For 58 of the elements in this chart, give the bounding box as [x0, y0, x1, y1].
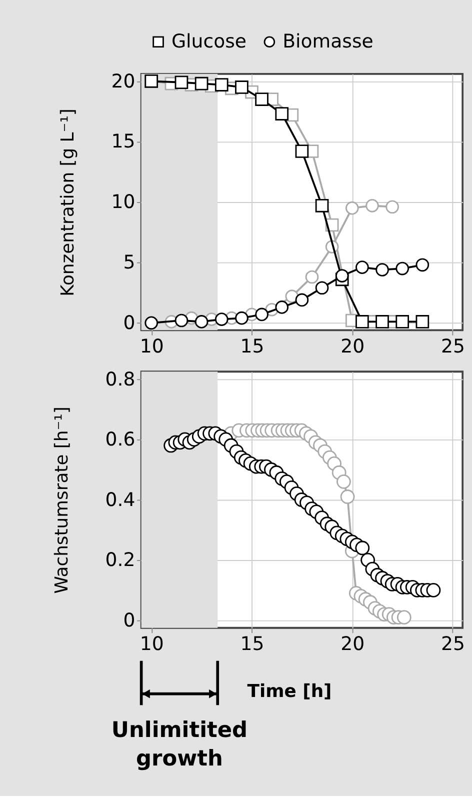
point	[295, 293, 309, 307]
x-tick-label: 25	[441, 634, 465, 656]
legend-label: Glucose	[171, 32, 246, 53]
point	[255, 308, 268, 322]
point	[305, 270, 319, 284]
point	[235, 80, 248, 94]
x-axis-title: Time [h]	[247, 681, 332, 702]
point	[386, 200, 399, 214]
y-tick-label: 5	[123, 252, 136, 274]
x-tick-label: 15	[240, 336, 264, 358]
x-tick-label: 10	[140, 336, 164, 358]
point	[355, 540, 370, 556]
point	[340, 490, 355, 504]
x-tick-label: 15	[240, 634, 264, 656]
point	[416, 258, 430, 272]
point	[376, 263, 389, 276]
point	[235, 311, 248, 325]
point	[174, 314, 188, 328]
y-tick-label: 0	[123, 610, 136, 632]
point	[214, 78, 228, 92]
point	[396, 610, 412, 625]
x-tick-label: 10	[140, 634, 164, 656]
y-tick-label: 20	[111, 71, 136, 92]
y-tick-label: 10	[111, 192, 136, 214]
y-tick-label: 0.4	[105, 490, 136, 511]
point	[295, 144, 309, 158]
x-tick-label: 20	[340, 634, 365, 656]
point	[315, 281, 329, 295]
point	[275, 107, 289, 120]
point	[376, 315, 389, 328]
x-tick-label: 25	[441, 336, 465, 358]
y-tick-label: 0.6	[105, 430, 136, 451]
point	[426, 583, 441, 598]
point	[345, 201, 359, 215]
point	[336, 474, 351, 489]
point	[275, 300, 289, 314]
y-axis-title: Konzentration [g L⁻¹]	[58, 108, 79, 296]
text: Unlimitited growth	[111, 718, 248, 772]
y-tick-label: 0	[123, 313, 136, 334]
y-tick-label: 0.8	[105, 369, 136, 390]
point	[214, 312, 228, 326]
y-tick-label: 0.2	[105, 550, 136, 572]
point	[396, 315, 410, 328]
point	[416, 315, 430, 328]
point	[194, 315, 208, 328]
point	[315, 198, 329, 212]
point	[366, 199, 379, 212]
y-tick-label: 15	[111, 132, 136, 153]
point	[194, 76, 208, 90]
y-axis-title: Wachstumsrate [h⁻¹]	[52, 406, 73, 594]
point	[174, 76, 188, 90]
point	[356, 260, 369, 274]
point	[255, 92, 268, 106]
point	[335, 269, 349, 282]
legend-label: Biomasse	[282, 32, 374, 53]
x-tick-label: 20	[340, 336, 365, 358]
point	[356, 315, 369, 328]
point	[396, 262, 410, 276]
